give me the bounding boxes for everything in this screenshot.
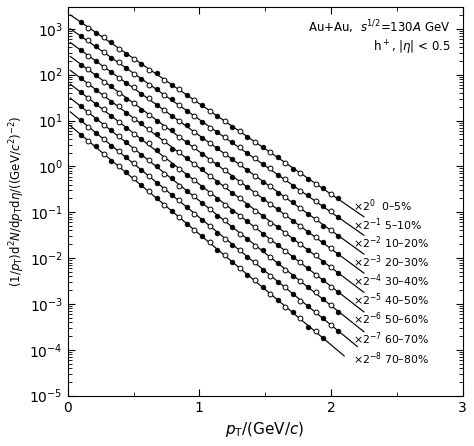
- Y-axis label: $(1/p_{\mathrm{T}})\mathrm{d}^2N/\mathrm{d}p_{\mathrm{T}}\mathrm{d}\eta$/((GeV/$: $(1/p_{\mathrm{T}})\mathrm{d}^2N/\mathrm…: [7, 116, 27, 287]
- Text: $\times2^{0}$  0–5%: $\times2^{0}$ 0–5%: [354, 198, 412, 214]
- Text: $\times2^{-7}$ 60–70%: $\times2^{-7}$ 60–70%: [354, 331, 429, 347]
- Text: $\times2^{-5}$ 40–50%: $\times2^{-5}$ 40–50%: [354, 291, 429, 308]
- Text: $\times2^{-2}$ 10–20%: $\times2^{-2}$ 10–20%: [354, 235, 429, 251]
- Text: $\times2^{-1}$ 5–10%: $\times2^{-1}$ 5–10%: [354, 216, 422, 232]
- X-axis label: $p_{\mathrm{T}}$/(GeV/$c$): $p_{\mathrm{T}}$/(GeV/$c$): [226, 420, 305, 439]
- Text: $\times2^{-8}$ 70–80%: $\times2^{-8}$ 70–80%: [354, 351, 429, 368]
- Text: Au+Au,  $s^{1/2}$=130$A$ GeV
h$^+$, $|\eta|$ < 0.5: Au+Au, $s^{1/2}$=130$A$ GeV h$^+$, $|\et…: [309, 19, 451, 57]
- Text: $\times2^{-3}$ 20–30%: $\times2^{-3}$ 20–30%: [354, 253, 429, 270]
- Text: $\times2^{-6}$ 50–60%: $\times2^{-6}$ 50–60%: [354, 311, 429, 327]
- Text: $\times2^{-4}$ 30–40%: $\times2^{-4}$ 30–40%: [354, 272, 429, 289]
